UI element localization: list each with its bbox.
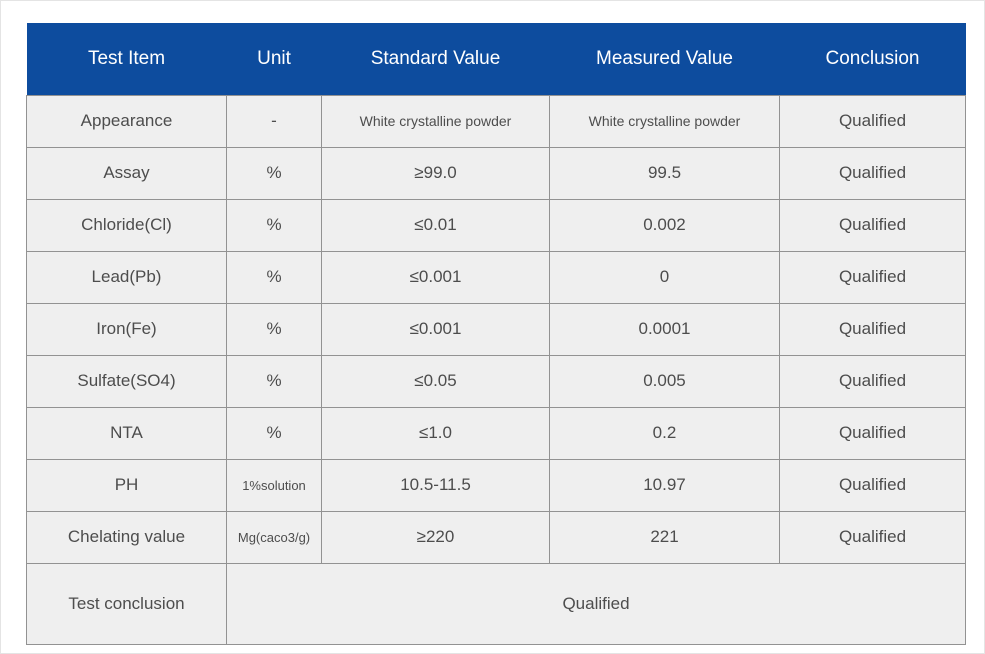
cell-standard: ≤1.0 xyxy=(321,406,550,460)
cell-test-item: PH xyxy=(26,458,227,512)
cell-standard: ≤0.001 xyxy=(321,250,550,304)
test-results-table: Test Item Unit Standard Value Measured V… xyxy=(26,23,966,645)
cell-unit: % xyxy=(226,146,322,200)
cell-measured: 221 xyxy=(549,510,780,564)
cell-conclusion: Qualified xyxy=(779,250,966,304)
column-header-conclusion: Conclusion xyxy=(779,23,966,95)
cell-measured: 99.5 xyxy=(549,146,780,200)
cell-standard: ≥220 xyxy=(321,510,550,564)
cell-conclusion: Qualified xyxy=(779,198,966,252)
cell-measured: 0.2 xyxy=(549,406,780,460)
table-body: Appearance - White crystalline powder Wh… xyxy=(26,94,966,645)
table-row-test-conclusion: Test conclusion Qualified xyxy=(26,562,966,645)
table-row-appearance: Appearance - White crystalline powder Wh… xyxy=(26,94,966,148)
table-header: Test Item Unit Standard Value Measured V… xyxy=(26,23,966,95)
cell-test-item: Test conclusion xyxy=(26,562,227,645)
cell-conclusion: Qualified xyxy=(779,146,966,200)
column-header-measured-value: Measured Value xyxy=(549,23,780,95)
cell-standard: ≤0.01 xyxy=(321,198,550,252)
column-header-unit: Unit xyxy=(226,23,322,95)
cell-standard: ≥99.0 xyxy=(321,146,550,200)
cell-conclusion: Qualified xyxy=(779,510,966,564)
table-row-sulfate: Sulfate(SO4) % ≤0.05 0.005 Qualified xyxy=(26,354,966,408)
cell-test-item: Sulfate(SO4) xyxy=(26,354,227,408)
cell-overall-conclusion: Qualified xyxy=(226,562,966,645)
cell-conclusion: Qualified xyxy=(779,354,966,408)
cell-unit: % xyxy=(226,250,322,304)
cell-measured: 10.97 xyxy=(549,458,780,512)
cell-unit: Mg(caco3/g) xyxy=(226,510,322,564)
cell-unit: % xyxy=(226,406,322,460)
cell-standard: White crystalline powder xyxy=(321,94,550,148)
cell-conclusion: Qualified xyxy=(779,458,966,512)
cell-conclusion: Qualified xyxy=(779,94,966,148)
header-row: Test Item Unit Standard Value Measured V… xyxy=(26,23,966,95)
cell-measured: White crystalline powder xyxy=(549,94,780,148)
cell-measured: 0 xyxy=(549,250,780,304)
cell-measured: 0.002 xyxy=(549,198,780,252)
cell-unit: % xyxy=(226,198,322,252)
cell-test-item: Appearance xyxy=(26,94,227,148)
table-row-assay: Assay % ≥99.0 99.5 Qualified xyxy=(26,146,966,200)
cell-test-item: Chloride(Cl) xyxy=(26,198,227,252)
cell-conclusion: Qualified xyxy=(779,406,966,460)
column-header-standard-value: Standard Value xyxy=(321,23,550,95)
cell-test-item: Iron(Fe) xyxy=(26,302,227,356)
table-row-chelating-value: Chelating value Mg(caco3/g) ≥220 221 Qua… xyxy=(26,510,966,564)
cell-test-item: Lead(Pb) xyxy=(26,250,227,304)
cell-standard: 10.5-11.5 xyxy=(321,458,550,512)
cell-conclusion: Qualified xyxy=(779,302,966,356)
cell-test-item: NTA xyxy=(26,406,227,460)
cell-measured: 0.005 xyxy=(549,354,780,408)
cell-unit: % xyxy=(226,302,322,356)
table-row-nta: NTA % ≤1.0 0.2 Qualified xyxy=(26,406,966,460)
cell-test-item: Assay xyxy=(26,146,227,200)
cell-test-item: Chelating value xyxy=(26,510,227,564)
cell-unit: 1%solution xyxy=(226,458,322,512)
cell-unit: - xyxy=(226,94,322,148)
cell-standard: ≤0.05 xyxy=(321,354,550,408)
table-row-ph: PH 1%solution 10.5-11.5 10.97 Qualified xyxy=(26,458,966,512)
table-row-lead: Lead(Pb) % ≤0.001 0 Qualified xyxy=(26,250,966,304)
table-row-chloride: Chloride(Cl) % ≤0.01 0.002 Qualified xyxy=(26,198,966,252)
table-row-iron: Iron(Fe) % ≤0.001 0.0001 Qualified xyxy=(26,302,966,356)
cell-unit: % xyxy=(226,354,322,408)
cell-standard: ≤0.001 xyxy=(321,302,550,356)
column-header-test-item: Test Item xyxy=(26,23,227,95)
cell-measured: 0.0001 xyxy=(549,302,780,356)
